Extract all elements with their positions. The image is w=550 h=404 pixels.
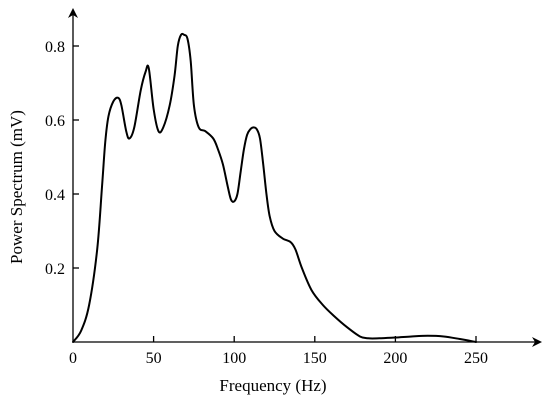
x-tick-label: 50	[146, 350, 162, 367]
x-axis-ticks: 0 50 100 150 200 250	[69, 336, 488, 367]
y-tick-label: 0.6	[45, 113, 65, 130]
y-tick-label: 0.4	[45, 187, 65, 204]
x-tick-label: 200	[383, 350, 407, 367]
y-tick-label: 0.2	[45, 261, 65, 278]
x-tick-label: 150	[303, 350, 327, 367]
power-spectrum-line	[72, 32, 477, 343]
x-tick-label: 0	[69, 350, 77, 367]
y-tick-label: 0.8	[45, 39, 65, 56]
x-tick-label: 250	[464, 350, 488, 367]
y-axis-ticks: 0.2 0.4 0.6 0.8	[45, 39, 79, 278]
y-axis-title: Power Spectrum (mV)	[7, 110, 26, 264]
x-axis-title: Frequency (Hz)	[219, 376, 326, 395]
x-tick-label: 100	[222, 350, 246, 367]
